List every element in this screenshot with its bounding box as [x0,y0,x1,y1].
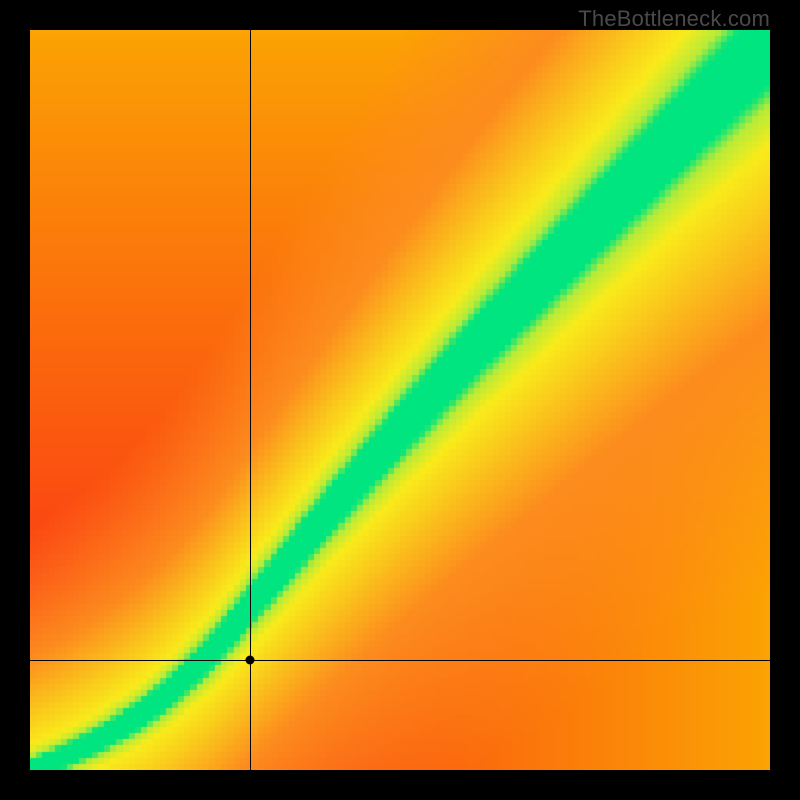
bottleneck-heatmap [30,30,770,770]
watermark-text: TheBottleneck.com [578,6,770,32]
crosshair-horizontal [30,660,770,661]
crosshair-marker[interactable] [245,656,254,665]
heatmap-canvas [30,30,770,770]
